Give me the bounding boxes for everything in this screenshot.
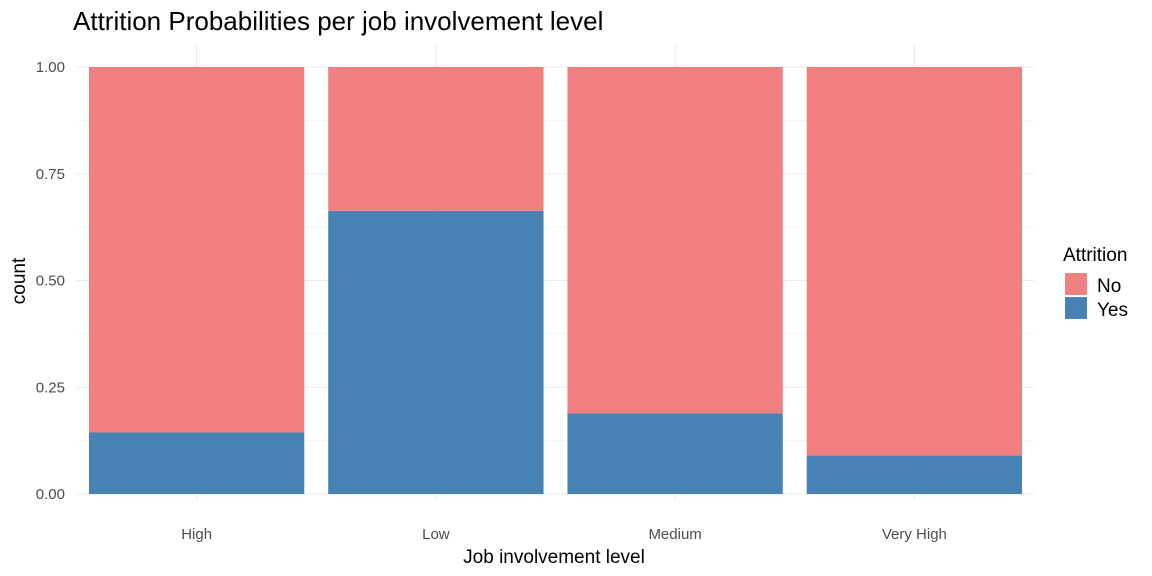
y-axis-ticks: 0.00 0.25 0.50 0.75 1.00 xyxy=(36,59,65,503)
legend-label-no: No xyxy=(1097,276,1121,297)
legend-key-yes xyxy=(1065,297,1087,319)
y-axis-title: count xyxy=(9,257,30,304)
bar-no-medium xyxy=(567,67,783,414)
x-tick-label: Medium xyxy=(648,526,701,543)
y-tick-label: 0.00 xyxy=(36,486,65,503)
legend-label-yes: Yes xyxy=(1097,300,1128,321)
x-tick-label: High xyxy=(181,526,212,543)
x-tick-label: Low xyxy=(422,526,450,543)
bars xyxy=(88,67,1023,495)
y-tick-label: 0.25 xyxy=(36,379,65,396)
y-tick-label: 0.75 xyxy=(36,166,65,183)
legend-key-no xyxy=(1065,273,1087,295)
bar-yes-medium xyxy=(567,413,783,494)
bar-no-low xyxy=(328,67,544,211)
bar-no-high xyxy=(88,67,305,433)
legend-title: Attrition xyxy=(1063,245,1127,266)
bar-yes-low xyxy=(328,210,544,495)
x-axis-title: Job involvement level xyxy=(463,547,645,568)
chart-title: Attrition Probabilities per job involvem… xyxy=(73,6,603,36)
y-tick-label: 0.50 xyxy=(36,273,65,290)
x-axis-ticks: High Low Medium Very High xyxy=(181,526,947,543)
bar-no-very-high xyxy=(806,67,1023,456)
y-tick-label: 1.00 xyxy=(36,59,65,76)
bar-yes-high xyxy=(88,432,305,494)
bar-yes-very-high xyxy=(806,455,1023,494)
legend: Attrition No Yes xyxy=(1063,245,1128,321)
x-tick-label: Very High xyxy=(882,526,947,543)
